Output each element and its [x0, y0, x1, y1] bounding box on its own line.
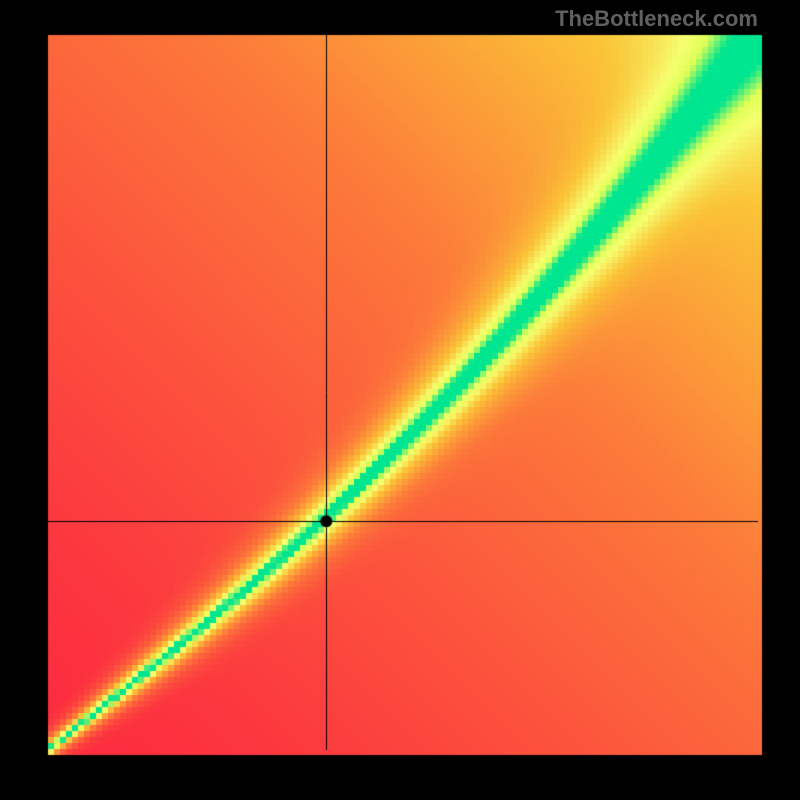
watermark-text: TheBottleneck.com	[555, 6, 758, 32]
bottleneck-heatmap-canvas	[0, 0, 800, 800]
chart-container: TheBottleneck.com	[0, 0, 800, 800]
